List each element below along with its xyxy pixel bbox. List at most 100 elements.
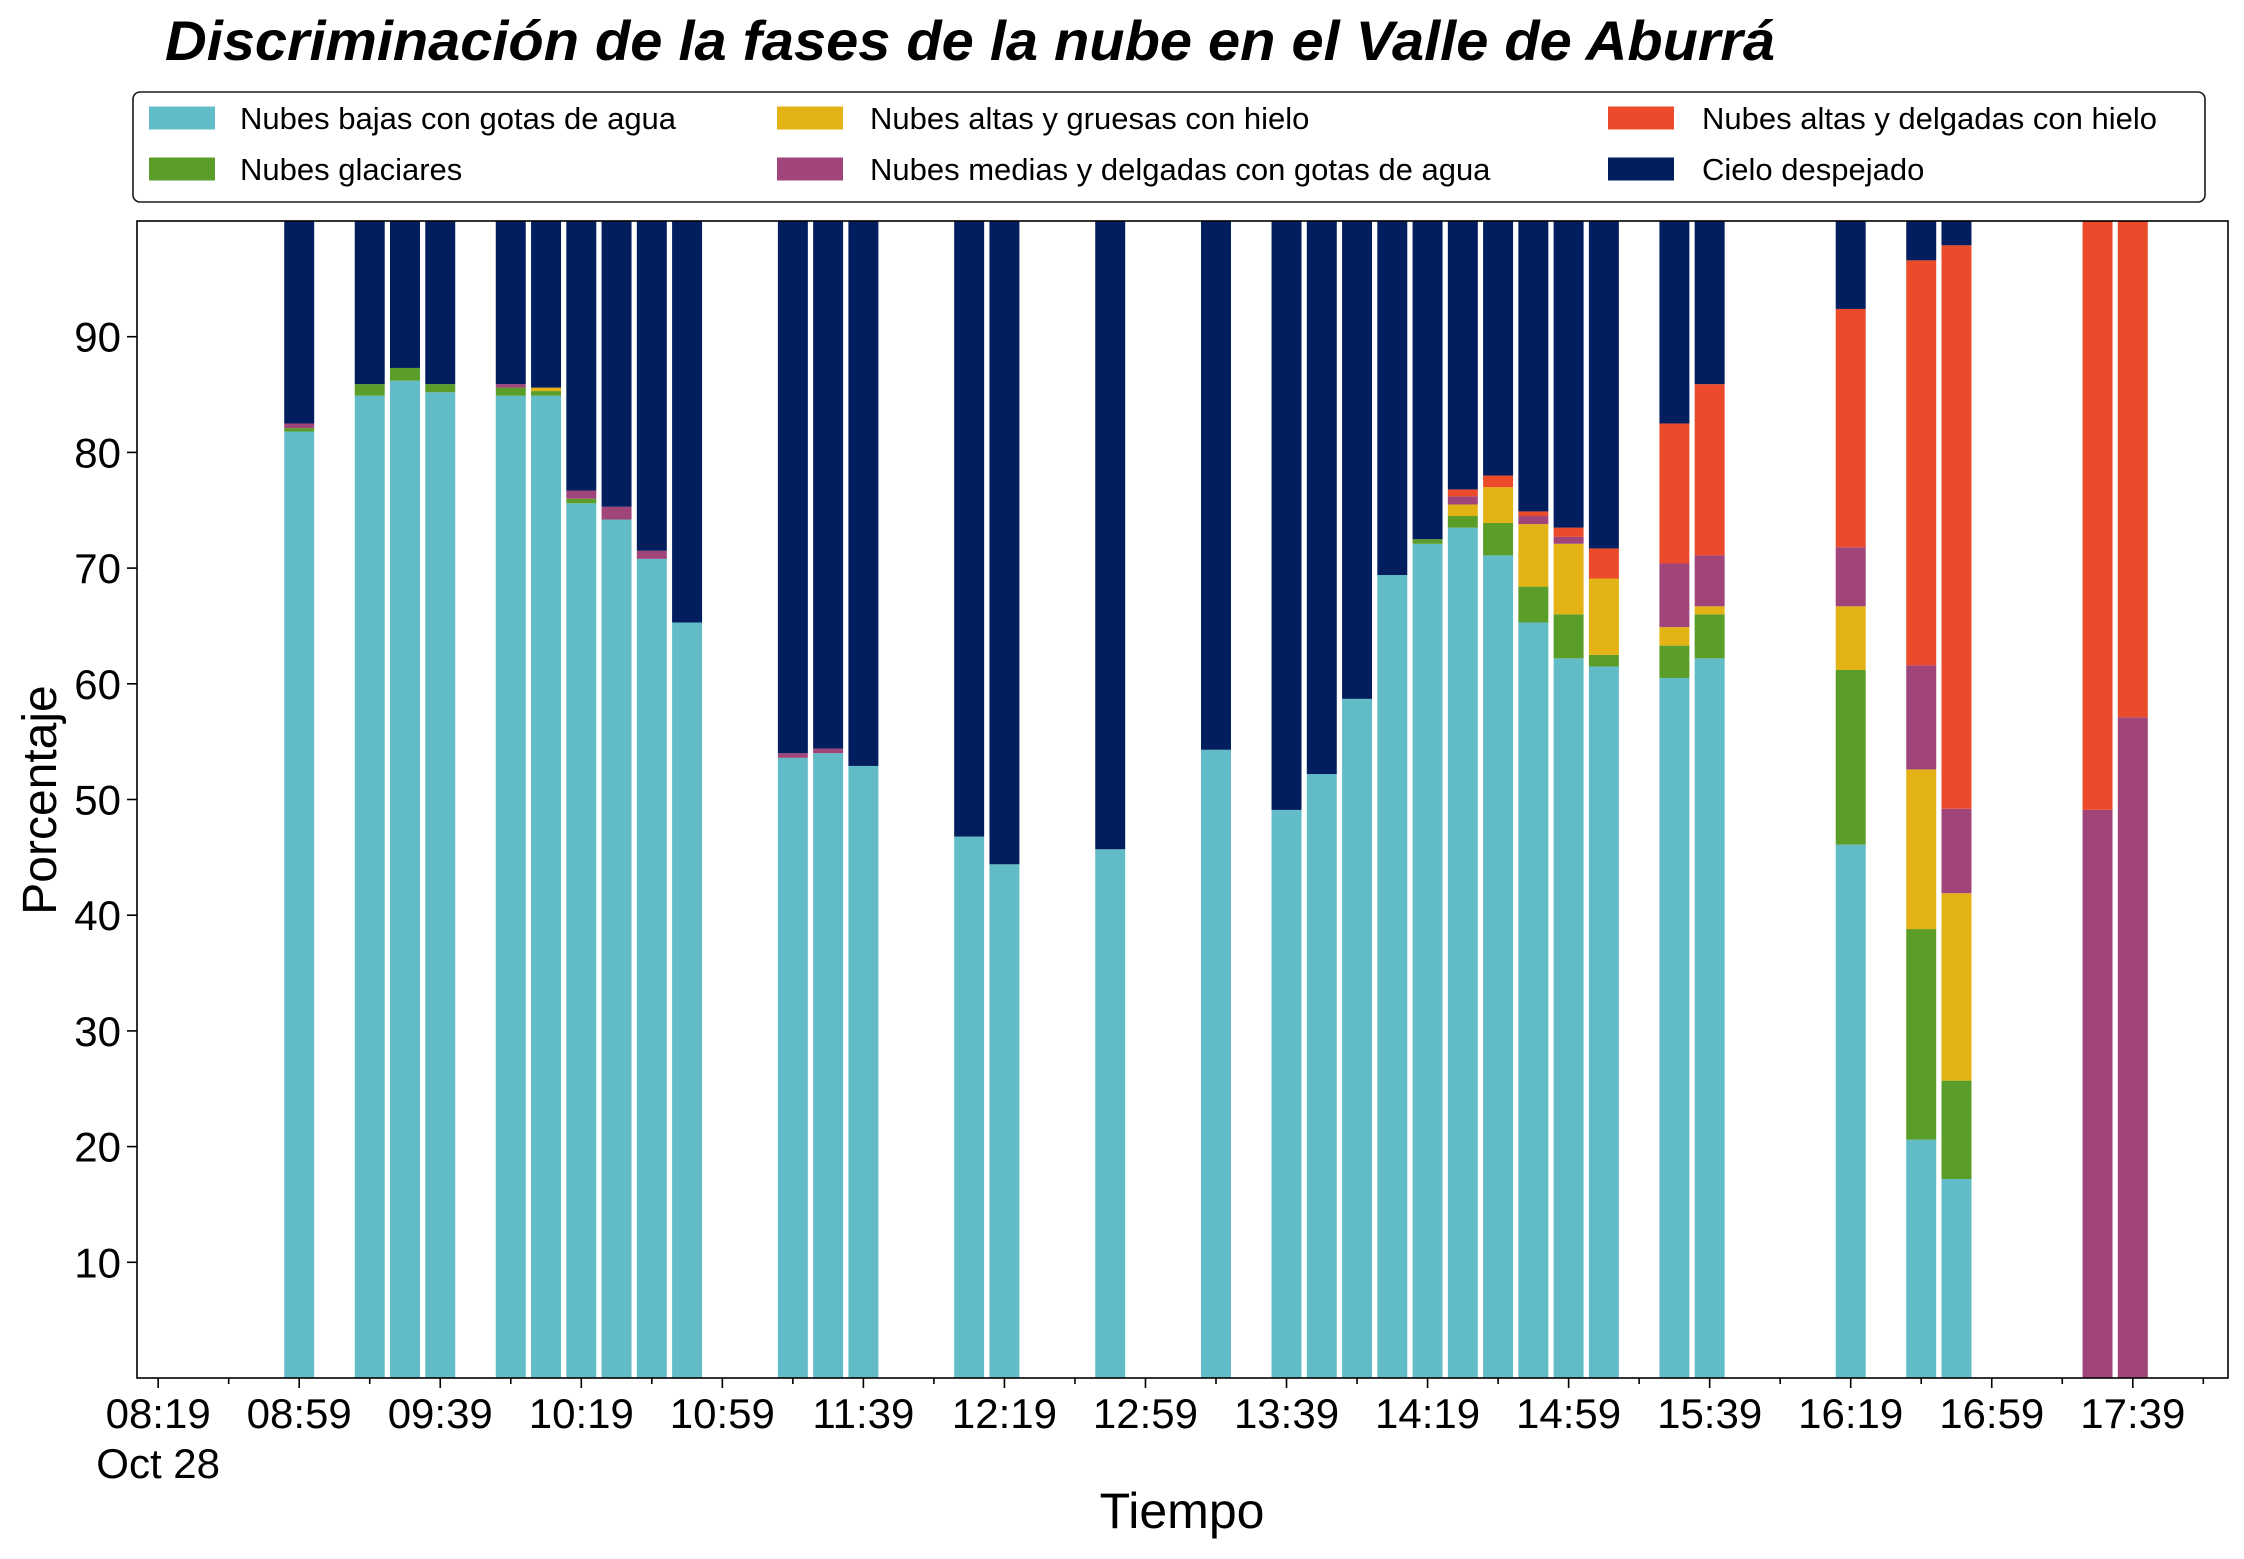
bar-1019 <box>566 221 597 1378</box>
y-tick-label-60: 60 <box>74 661 121 708</box>
bar-0959 <box>495 221 526 1379</box>
bar-segment-glaciares-0919 <box>354 384 385 396</box>
bar-segment-altas-delgadas-1619 <box>1835 308 1866 548</box>
legend-swatch-bajas <box>149 106 215 130</box>
bar-segment-altas-gruesas-1619 <box>1835 606 1866 670</box>
bar-segment-bajas-1139 <box>848 765 879 1378</box>
bar-segment-medias-delgadas-1429 <box>1447 496 1478 505</box>
bar-1139 <box>848 221 879 1378</box>
x-tick-label-1259: 12:59 <box>1093 1390 1198 1437</box>
bar-segment-altas-gruesas-1009 <box>531 387 562 392</box>
bar-segment-bajas-1039 <box>636 558 667 1378</box>
bar-segment-altas-gruesas-1439 <box>1483 487 1514 523</box>
bar-segment-altas-delgadas-1439 <box>1483 475 1514 488</box>
bar-segment-bajas-1019 <box>566 503 597 1378</box>
bar-segment-despejado-1649 <box>1941 221 1972 246</box>
bar-segment-altas-gruesas-1429 <box>1447 504 1478 517</box>
x-axis-label: Tiempo <box>1100 1483 1265 1539</box>
bar-segment-bajas-0919 <box>354 395 385 1379</box>
x-tick-label-0939: 09:39 <box>388 1390 493 1437</box>
bar-segment-bajas-1529 <box>1659 678 1690 1378</box>
x-tick-label-1619: 16:19 <box>1798 1390 1903 1437</box>
bar-1649 <box>1941 221 1972 1378</box>
bar-segment-despejado-1029 <box>601 221 632 507</box>
legend-label-medias-delgadas: Nubes medias y delgadas con gotas de agu… <box>870 152 1491 187</box>
bar-segment-bajas-1339 <box>1271 809 1302 1378</box>
bar-segment-medias-delgadas-1619 <box>1835 547 1866 607</box>
bar-segment-bajas-1029 <box>601 519 632 1378</box>
bar-segment-medias-delgadas-1539 <box>1694 555 1725 607</box>
bar-segment-despejado-1539 <box>1694 221 1725 385</box>
x-tick-label-1739: 17:39 <box>2080 1390 2185 1437</box>
bar-segment-altas-delgadas-1739 <box>2117 221 2148 718</box>
bar-0919 <box>354 221 385 1379</box>
bar-segment-glaciares-1429 <box>1447 516 1478 528</box>
bar-segment-bajas-1009 <box>531 395 562 1379</box>
bar-segment-despejado-1119 <box>777 221 808 754</box>
legend-entry-altas-delgadas: Nubes altas y delgadas con hielo <box>1608 101 2157 136</box>
bar-segment-glaciares-1439 <box>1483 522 1514 556</box>
y-tick-label-40: 40 <box>74 892 121 939</box>
legend-label-altas-gruesas: Nubes altas y gruesas con hielo <box>870 101 1309 136</box>
bar-segment-despejado-1019 <box>566 221 597 491</box>
bar-1449 <box>1518 221 1549 1378</box>
bar-segment-despejado-1009 <box>531 221 562 388</box>
legend-entry-altas-gruesas: Nubes altas y gruesas con hielo <box>777 101 1309 136</box>
bar-1339 <box>1271 221 1302 1378</box>
bar-segment-medias-delgadas-1739 <box>2117 717 2148 1378</box>
chart-title: Discriminación de la fases de la nube en… <box>165 9 1775 72</box>
legend-entry-glaciares: Nubes glaciares <box>149 152 462 187</box>
bar-segment-glaciares-0859 <box>284 428 315 432</box>
bar-segment-altas-delgadas-1459 <box>1553 527 1584 537</box>
legend: Nubes bajas con gotas de agua Nubes glac… <box>132 91 2206 203</box>
bar-segment-bajas-0959 <box>495 395 526 1379</box>
bar-segment-medias-delgadas-1639 <box>1906 665 1937 770</box>
legend-entry-bajas: Nubes bajas con gotas de agua <box>149 101 677 136</box>
legend-swatch-despejado <box>1608 157 1674 181</box>
bar-segment-despejado-1319 <box>1201 221 1231 750</box>
bar-1639 <box>1906 221 1937 1378</box>
bar-segment-despejado-1049 <box>672 221 703 623</box>
legend-entry-despejado: Cielo despejado <box>1608 152 1924 187</box>
bar-segment-bajas-1359 <box>1342 698 1373 1378</box>
bar-1419 <box>1412 221 1443 1378</box>
bar-segment-bajas-1319 <box>1201 749 1231 1378</box>
bar-segment-despejado-1409 <box>1377 221 1408 576</box>
bar-1009 <box>531 221 562 1379</box>
bar-segment-glaciares-1509 <box>1588 654 1619 667</box>
bar-1739 <box>2117 221 2148 1378</box>
bar-segment-glaciares-1449 <box>1518 586 1549 623</box>
bar-1319 <box>1201 221 1231 1378</box>
legend-swatch-altas-delgadas <box>1608 106 1674 130</box>
legend-label-altas-delgadas: Nubes altas y delgadas con hielo <box>1702 101 2157 136</box>
bar-segment-bajas-1419 <box>1412 543 1443 1378</box>
bar-segment-glaciares-1529 <box>1659 645 1690 679</box>
bar-1509 <box>1588 221 1619 1378</box>
bars <box>284 221 2148 1379</box>
bar-segment-medias-delgadas-1459 <box>1553 536 1584 544</box>
bar-segment-bajas-1129 <box>813 753 844 1378</box>
bar-1619 <box>1835 221 1866 1378</box>
bar-segment-glaciares-0929 <box>390 367 420 381</box>
bar-segment-bajas-1509 <box>1588 666 1619 1378</box>
bar-0929 <box>390 221 420 1378</box>
bar-segment-medias-delgadas-1029 <box>601 506 632 520</box>
bar-segment-altas-delgadas-1539 <box>1694 384 1725 556</box>
bar-segment-despejado-1449 <box>1518 221 1549 512</box>
bar-1039 <box>636 221 667 1378</box>
bar-0859 <box>284 221 315 1378</box>
bar-segment-bajas-1349 <box>1306 774 1337 1378</box>
bar-segment-bajas-1049 <box>672 622 703 1378</box>
bar-segment-bajas-1459 <box>1553 658 1584 1378</box>
bar-segment-glaciares-1459 <box>1553 614 1584 659</box>
bar-segment-altas-gruesas-1449 <box>1518 524 1549 587</box>
bar-segment-medias-delgadas-0959 <box>495 384 526 388</box>
bar-segment-despejado-1219 <box>989 221 1020 865</box>
bar-segment-medias-delgadas-1529 <box>1659 563 1690 628</box>
x-tick-label-1139: 11:39 <box>812 1390 914 1437</box>
bar-segment-medias-delgadas-1449 <box>1518 516 1549 525</box>
bar-segment-bajas-1209 <box>954 836 985 1378</box>
x-tick-label-0859: 08:59 <box>247 1390 352 1437</box>
bar-segment-despejado-1249 <box>1095 221 1126 850</box>
bar-segment-medias-delgadas-0859 <box>284 423 315 429</box>
